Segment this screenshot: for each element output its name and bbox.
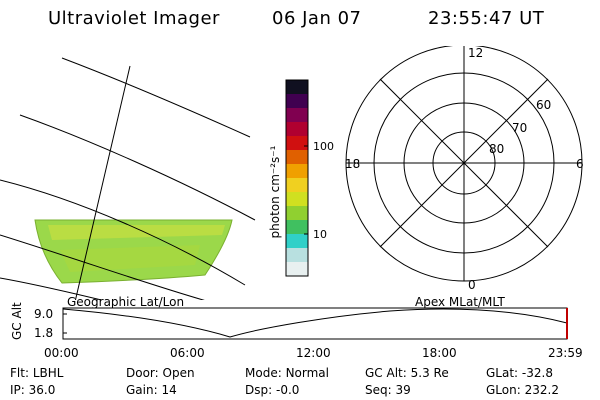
latitude-line bbox=[0, 234, 205, 300]
latitude-line bbox=[0, 179, 246, 286]
status-glat: GLat: -32.8 bbox=[486, 366, 553, 380]
mlat-label-60: 60 bbox=[536, 98, 552, 112]
latitude-line bbox=[19, 114, 256, 221]
colorbar-swatch bbox=[286, 206, 308, 221]
polar-label: Apex MLat/MLT bbox=[415, 295, 505, 309]
polar-diagonal bbox=[379, 78, 549, 248]
colorbar-swatch bbox=[286, 164, 308, 179]
timeline-ytick-high: 9.0 bbox=[34, 307, 54, 321]
geographic-map bbox=[0, 57, 256, 300]
colorbar-swatch bbox=[286, 178, 308, 193]
mlt-label-6: 6 bbox=[576, 157, 584, 171]
colorbar-unit-label: photon cm⁻²s⁻¹ bbox=[268, 145, 282, 239]
timeline-axis-label: GC Alt bbox=[10, 302, 24, 340]
colorbar-swatch bbox=[286, 150, 308, 165]
instrument-title: Ultraviolet Imager bbox=[48, 8, 220, 29]
colorbar-tick-100: 100 bbox=[313, 140, 334, 153]
timeline-ytick-low: 1.8 bbox=[34, 326, 54, 340]
mlat-label-80: 80 bbox=[489, 142, 505, 156]
header-date: 06 Jan 07 bbox=[272, 8, 362, 29]
colorbar-swatch bbox=[286, 108, 308, 123]
status-glon: GLon: 232.2 bbox=[486, 383, 559, 397]
colorbar-swatch bbox=[286, 262, 308, 277]
status-gc-alt: GC Alt: 5.3 Re bbox=[365, 366, 449, 380]
colorbar-swatch bbox=[286, 234, 308, 249]
latitude-line bbox=[61, 57, 251, 138]
altitude-timeline bbox=[62, 307, 568, 340]
geographic-label: Geographic Lat/Lon bbox=[67, 295, 185, 309]
colorbar-swatch bbox=[286, 136, 308, 151]
mlt-label-0: 0 bbox=[468, 278, 476, 292]
timeline-frame bbox=[62, 307, 568, 340]
colorbar bbox=[285, 79, 309, 277]
status-door: Door: Open bbox=[126, 366, 195, 380]
header-time: 23:55:47 UT bbox=[428, 8, 545, 29]
colorbar-tick-10: 10 bbox=[313, 228, 327, 241]
status-dsp: Dsp: -0.0 bbox=[245, 383, 300, 397]
mlt-label-18: 18 bbox=[345, 157, 361, 171]
colorbar-swatch bbox=[286, 80, 308, 95]
status-gain: Gain: 14 bbox=[126, 383, 177, 397]
status-mode: Mode: Normal bbox=[245, 366, 329, 380]
timeline-xtick: 00:00 bbox=[44, 346, 79, 360]
timeline-xtick: 12:00 bbox=[296, 346, 331, 360]
colorbar-swatch bbox=[286, 122, 308, 137]
status-seq: Seq: 39 bbox=[365, 383, 411, 397]
polar-grid bbox=[345, 46, 583, 282]
timeline-xtick: 06:00 bbox=[170, 346, 205, 360]
mlt-label-12: 12 bbox=[468, 46, 484, 60]
timeline-xtick: 23:59 bbox=[548, 346, 583, 360]
colorbar-swatch bbox=[286, 248, 308, 263]
longitude-line bbox=[74, 65, 131, 300]
latitude-line bbox=[0, 277, 104, 300]
colorbar-swatch bbox=[286, 220, 308, 235]
status-filter: Flt: LBHL bbox=[10, 366, 64, 380]
mlat-label-70: 70 bbox=[512, 121, 528, 135]
colorbar-swatches bbox=[286, 80, 308, 277]
altitude-curve bbox=[62, 308, 568, 338]
colorbar-swatch bbox=[286, 94, 308, 109]
timeline-xtick: 18:00 bbox=[422, 346, 457, 360]
colorbar-swatch bbox=[286, 192, 308, 207]
status-ip: IP: 36.0 bbox=[10, 383, 56, 397]
